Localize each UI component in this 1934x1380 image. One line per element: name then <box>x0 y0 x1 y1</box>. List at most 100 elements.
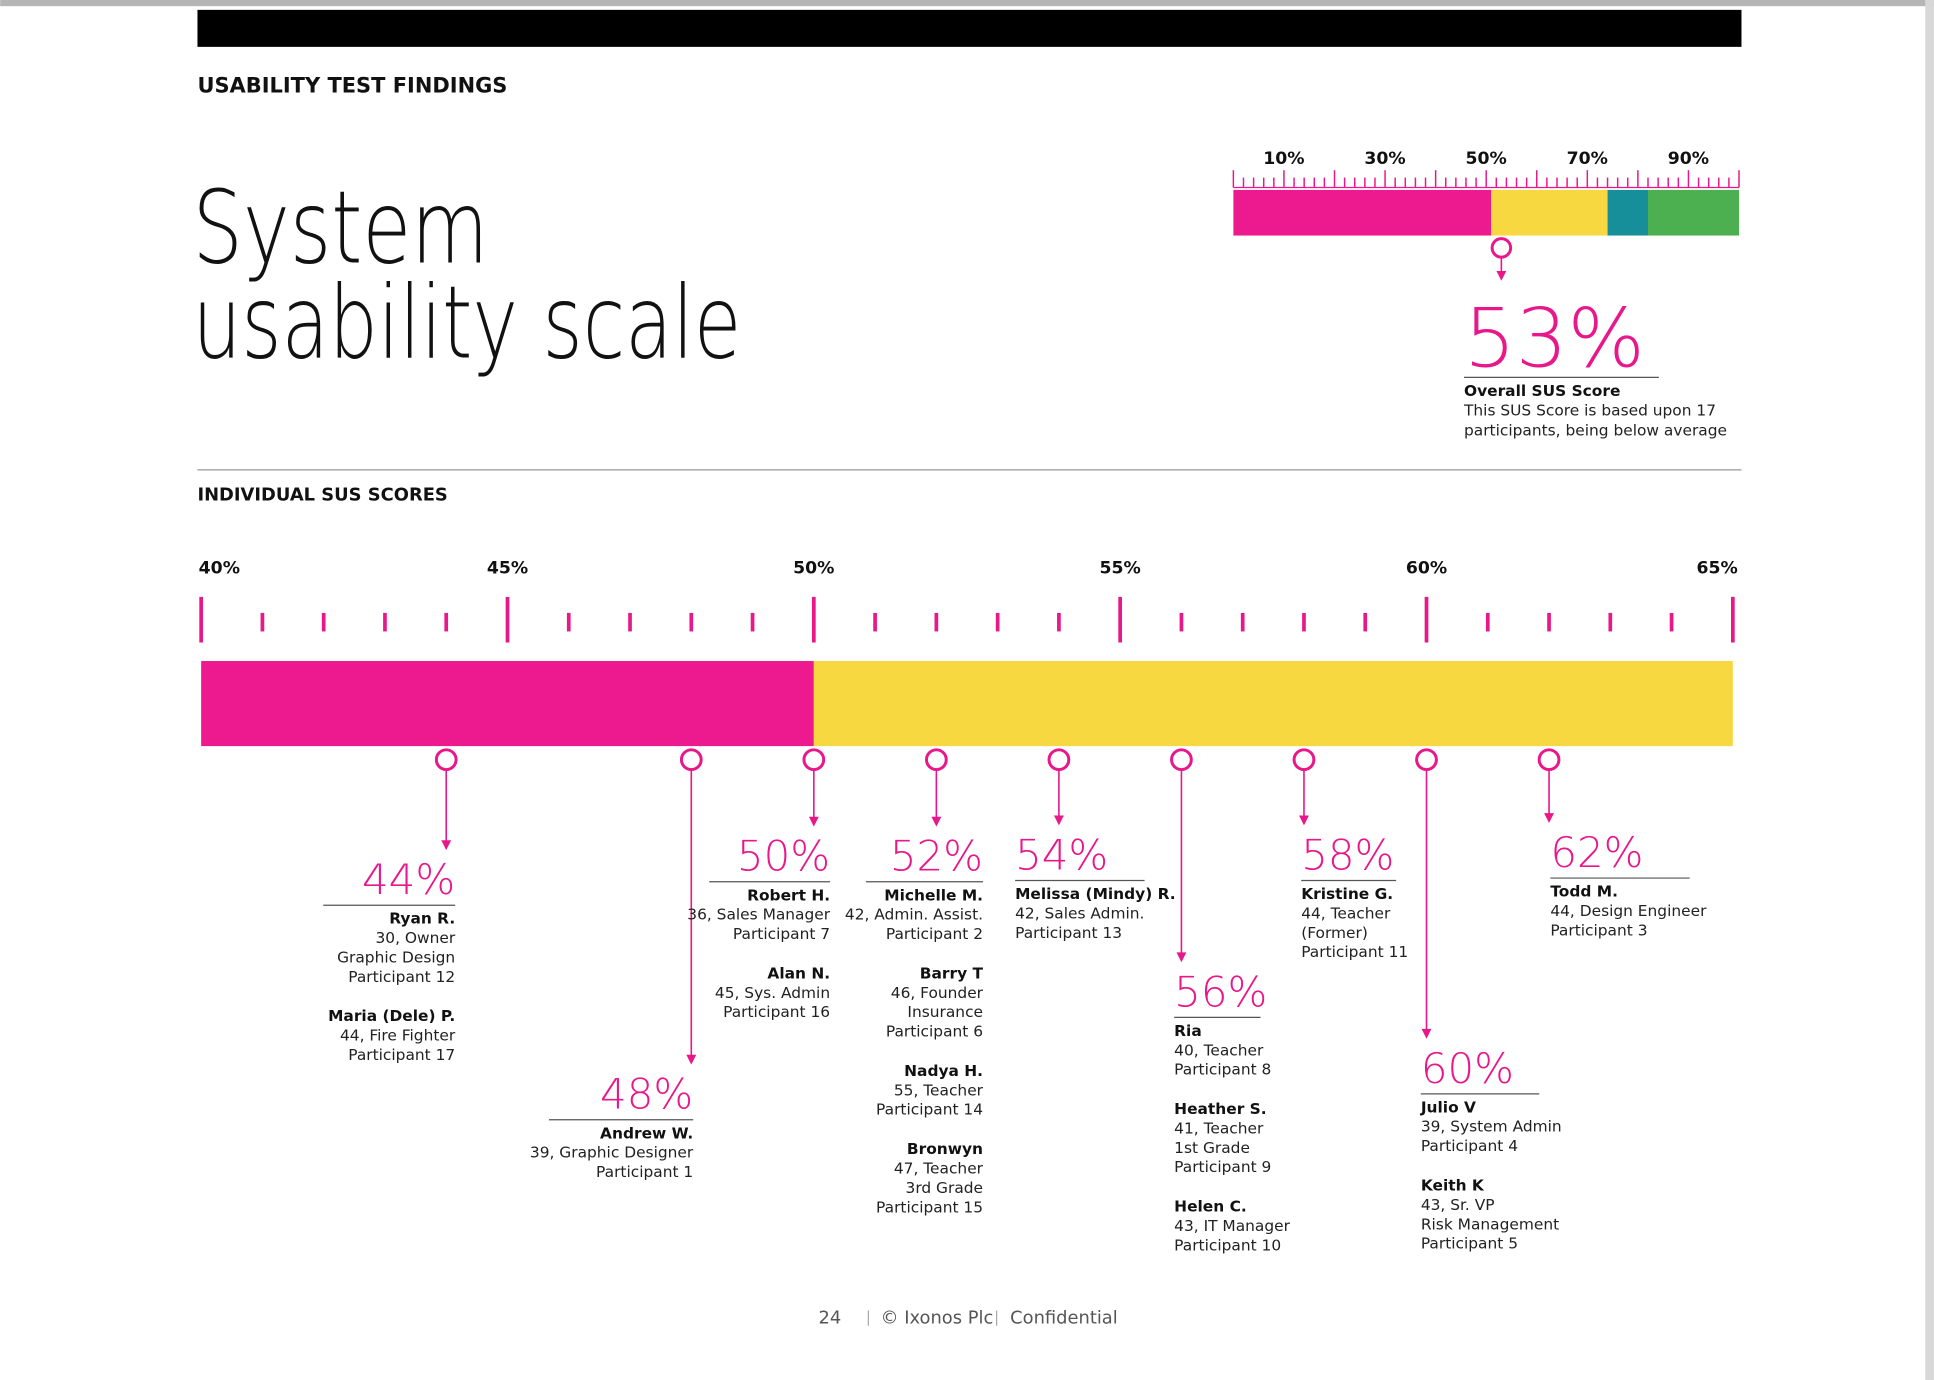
participant-detail: Participant 11 <box>1301 943 1408 961</box>
score-label: 62% <box>1550 828 1643 877</box>
score-marker <box>1415 748 1438 772</box>
participant-name: Andrew W. <box>600 1124 693 1142</box>
score-marker <box>802 748 826 772</box>
participant-detail: Participant 1 <box>596 1163 693 1181</box>
participant-detail: Insurance <box>907 1003 983 1021</box>
participant-detail: 46, Founder <box>891 984 984 1002</box>
x-tick-label: 40% <box>199 558 240 578</box>
marker-arrow <box>686 1054 697 1065</box>
page-title: System <box>193 169 489 287</box>
score-marker <box>1537 748 1561 772</box>
participant-detail: Participant 14 <box>876 1101 983 1119</box>
participant-detail: 39, System Admin <box>1421 1118 1562 1136</box>
participant-detail: 3rd Grade <box>906 1179 984 1197</box>
score-label: 48% <box>600 1070 693 1119</box>
participant-detail: Participant 4 <box>1421 1137 1518 1155</box>
participant-detail: Participant 8 <box>1174 1061 1271 1079</box>
x-tick-label: 30% <box>1364 149 1405 169</box>
participant-name: Robert H. <box>747 886 830 904</box>
participant-detail: Participant 12 <box>348 968 455 986</box>
score-marker <box>925 748 948 772</box>
participant-detail: Risk Management <box>1421 1215 1559 1233</box>
participant-detail: 43, Sr. VP <box>1421 1196 1495 1214</box>
x-tick-label: 45% <box>487 558 528 578</box>
marker-arrow <box>1544 813 1554 823</box>
score-label: 53% <box>1464 291 1645 386</box>
x-tick-label: 50% <box>1466 149 1507 169</box>
participant-detail: Participant 7 <box>733 925 830 943</box>
participant-detail: 55, Teacher <box>894 1081 984 1099</box>
participant-name: Michelle M. <box>884 886 983 904</box>
copyright: © Ixonos Plc <box>881 1307 994 1328</box>
participant-detail: 36, Sales Manager <box>687 906 830 924</box>
caption-title: Overall SUS Score <box>1464 382 1620 400</box>
participant-detail: 39, Graphic Designer <box>530 1144 694 1162</box>
score-label: 58% <box>1301 830 1394 879</box>
marker-arrow <box>808 816 819 827</box>
marker-arrow <box>931 816 942 827</box>
participant-name: Alan N. <box>767 964 830 982</box>
scale-segment <box>201 661 814 747</box>
x-tick-label: 70% <box>1567 149 1608 169</box>
page-title: usability scale <box>193 264 742 382</box>
section-title: INDIVIDUAL SUS SCORES <box>197 485 447 506</box>
score-label: 56% <box>1174 967 1267 1016</box>
participant-detail: 42, Admin. Assist. <box>845 906 983 924</box>
participant-name: Heather S. <box>1174 1100 1266 1118</box>
participant-name: Keith K <box>1421 1177 1485 1195</box>
participant-detail: 41, Teacher <box>1174 1119 1264 1137</box>
score-label: 44% <box>362 855 455 904</box>
x-tick-label: 10% <box>1263 149 1304 169</box>
participant-name: Barry T <box>920 964 984 982</box>
participant-name: Melissa (Mindy) R. <box>1015 885 1176 903</box>
marker-arrow <box>1053 815 1064 826</box>
scale-segment <box>1647 189 1740 236</box>
participant-detail: 44, Fire Fighter <box>340 1027 456 1045</box>
marker-arrow <box>1421 1028 1432 1039</box>
participant-detail: Participant 10 <box>1174 1236 1281 1254</box>
marker-arrow <box>441 840 452 851</box>
viewer-frame <box>1925 0 1934 1380</box>
marker-arrow <box>1176 952 1187 963</box>
x-tick-label: 60% <box>1406 558 1447 578</box>
score-marker <box>1490 237 1513 259</box>
caption-text: This SUS Score is based upon 17 <box>1463 402 1716 420</box>
scale-segment <box>1491 189 1608 236</box>
participant-detail: Participant 9 <box>1174 1158 1271 1176</box>
participant-detail: 40, Teacher <box>1174 1041 1264 1059</box>
participant-detail: 43, IT Manager <box>1174 1217 1290 1235</box>
scale-segment <box>1607 189 1648 236</box>
participant-name: Todd M. <box>1550 883 1618 901</box>
participant-detail: Participant 13 <box>1015 924 1122 942</box>
participant-name: Helen C. <box>1174 1198 1247 1216</box>
section-title: USABILITY TEST FINDINGS <box>197 73 507 97</box>
participant-name: Nadya H. <box>904 1062 983 1080</box>
participant-detail: Participant 15 <box>876 1198 983 1216</box>
viewer-frame <box>0 0 1934 7</box>
score-marker <box>1170 748 1193 772</box>
score-marker <box>434 748 458 772</box>
participant-name: Ria <box>1174 1022 1202 1040</box>
score-marker <box>1292 748 1316 772</box>
separator: | <box>994 1309 999 1326</box>
participant-detail: 45, Sys. Admin <box>715 984 830 1002</box>
marker-arrow <box>1496 270 1507 281</box>
participant-detail: 47, Teacher <box>894 1160 984 1178</box>
participant-name: Maria (Dele) P. <box>328 1007 455 1025</box>
scale-segment <box>813 661 1733 747</box>
participant-detail: Participant 3 <box>1550 921 1647 939</box>
participant-detail: 44, Teacher <box>1301 904 1391 922</box>
participant-detail: Participant 16 <box>723 1003 830 1021</box>
marker-arrow <box>1299 815 1309 826</box>
participant-detail: Participant 5 <box>1421 1235 1518 1253</box>
score-marker <box>679 748 703 772</box>
x-tick-label: 65% <box>1696 558 1737 578</box>
separator: | <box>866 1309 871 1326</box>
x-tick-label: 90% <box>1668 149 1709 169</box>
confidential: Confidential <box>1010 1307 1118 1328</box>
x-tick-label: 55% <box>1100 558 1141 578</box>
score-label: 50% <box>737 832 830 881</box>
participant-name: Julio V <box>1420 1098 1476 1116</box>
x-tick-label: 50% <box>793 558 834 578</box>
